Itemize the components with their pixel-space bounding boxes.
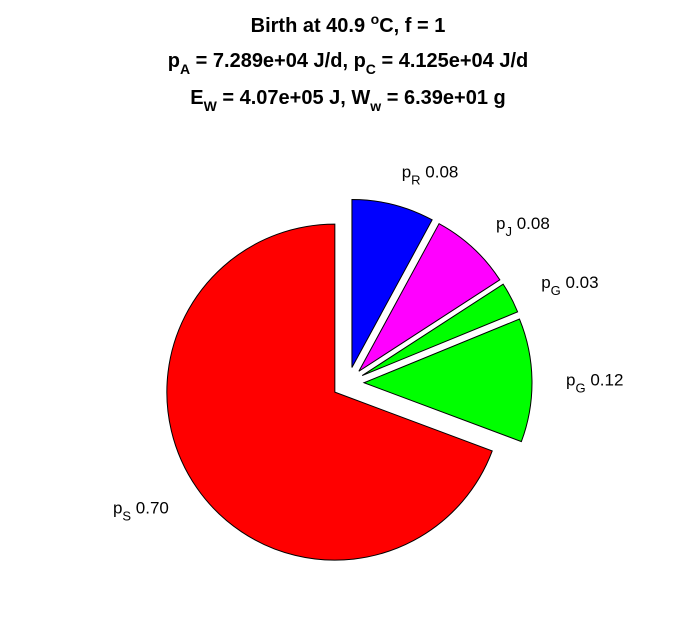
slice-label: pS 0.70: [113, 498, 169, 523]
slice-label: pG 0.12: [566, 371, 623, 396]
title-line-3: EW = 4.07e+05 J, Ww = 6.39e+01 g: [190, 87, 505, 114]
pie-slice: [358, 222, 501, 372]
chart-title: Birth at 40.9 oC, f = 1 pA = 7.289e+04 J…: [168, 11, 529, 114]
pie-labels: pR 0.08 pJ 0.08 pG 0.03 pG 0.12 pS 0.70: [113, 163, 623, 524]
slice-label: pR 0.08: [402, 163, 459, 188]
pie-slices: [166, 198, 533, 561]
title-line-1: Birth at 40.9 oC, f = 1: [251, 11, 446, 37]
title-line-2: pA = 7.289e+04 J/d, pC = 4.125e+04 J/d: [168, 50, 529, 77]
slice-label: pJ 0.08: [496, 214, 550, 239]
pie-slice: [166, 223, 493, 561]
pie-slice: [361, 283, 519, 377]
pie-slice: [351, 198, 433, 368]
slice-label: pG 0.03: [541, 273, 598, 298]
pie-slice: [362, 318, 533, 443]
